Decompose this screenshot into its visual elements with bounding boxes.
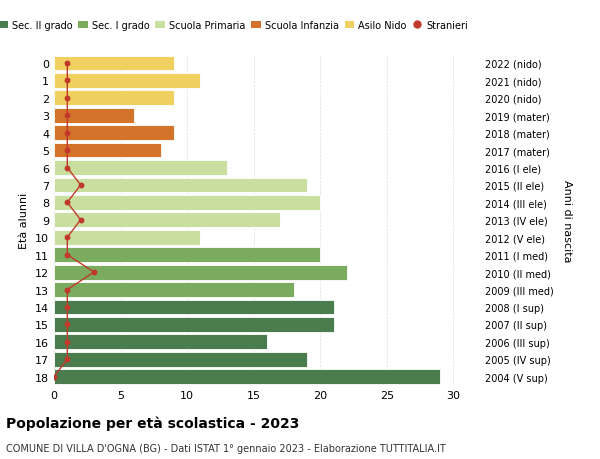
Bar — [54, 213, 280, 228]
Bar — [54, 143, 161, 158]
Point — [62, 147, 72, 154]
Bar — [54, 248, 320, 263]
Bar — [54, 265, 347, 280]
Point — [62, 78, 72, 85]
Bar — [54, 317, 334, 332]
Bar — [54, 74, 200, 89]
Text: COMUNE DI VILLA D'OGNA (BG) - Dati ISTAT 1° gennaio 2023 - Elaborazione TUTTITAL: COMUNE DI VILLA D'OGNA (BG) - Dati ISTAT… — [6, 443, 446, 453]
Bar — [54, 300, 334, 315]
Bar — [54, 109, 134, 123]
Point — [62, 95, 72, 102]
Bar — [54, 56, 174, 71]
Y-axis label: Anni di nascita: Anni di nascita — [562, 179, 572, 262]
Point — [62, 356, 72, 363]
Point — [62, 321, 72, 328]
Bar — [54, 282, 293, 297]
Point — [62, 130, 72, 137]
Bar — [54, 196, 320, 210]
Point — [76, 182, 85, 189]
Bar — [54, 91, 174, 106]
Point — [62, 303, 72, 311]
Legend: Sec. II grado, Sec. I grado, Scuola Primaria, Scuola Infanzia, Asilo Nido, Stran: Sec. II grado, Sec. I grado, Scuola Prim… — [0, 17, 472, 35]
Y-axis label: Età alunni: Età alunni — [19, 192, 29, 248]
Point — [62, 60, 72, 67]
Bar — [54, 369, 440, 384]
Point — [62, 112, 72, 120]
Point — [62, 234, 72, 241]
Point — [62, 252, 72, 259]
Point — [76, 217, 85, 224]
Text: Popolazione per età scolastica - 2023: Popolazione per età scolastica - 2023 — [6, 415, 299, 430]
Point — [62, 338, 72, 346]
Point — [89, 269, 99, 276]
Point — [62, 199, 72, 207]
Bar — [54, 126, 174, 141]
Bar — [54, 335, 267, 349]
Bar — [54, 352, 307, 367]
Bar — [54, 161, 227, 175]
Point — [62, 286, 72, 294]
Bar — [54, 230, 200, 245]
Point — [49, 373, 59, 381]
Point — [62, 164, 72, 172]
Bar — [54, 178, 307, 193]
